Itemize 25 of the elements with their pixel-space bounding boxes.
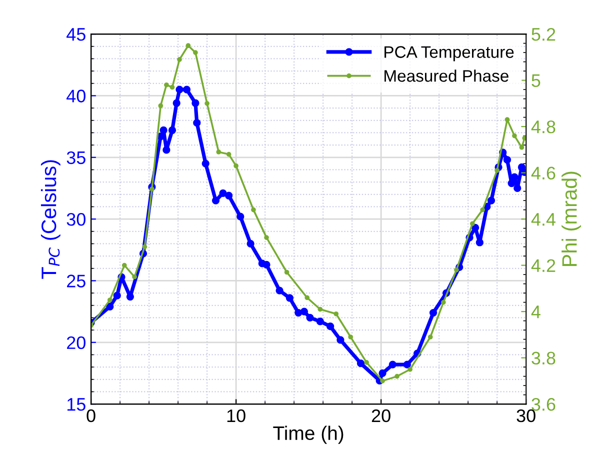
x-tick-label: 20: [372, 409, 390, 422]
y-tick-label: 45: [66, 28, 86, 41]
y2-tick-label: 5: [532, 74, 540, 88]
x-axis-title: Time (h): [273, 426, 344, 444]
y2-tick-label: 4: [531, 306, 540, 318]
y-tick-label: 30: [66, 212, 86, 226]
y-tick-label: 40: [66, 90, 86, 102]
x-tick-label: 10: [227, 409, 246, 422]
y2-tick-label: 4.6: [531, 166, 556, 180]
y2-tick-label: 4.2: [531, 259, 556, 272]
legend-label: PCA Temperature: [384, 46, 514, 62]
y2-tick-label: 4.4: [531, 213, 556, 226]
x-tick-label: 30: [516, 409, 536, 422]
y2-tick-label: 5.2: [532, 28, 556, 41]
y-tick-label: 15: [67, 398, 86, 411]
y-tick-label: 20: [67, 336, 86, 350]
y-tick-label: 35: [66, 151, 86, 164]
legend-label: Measured Phase: [384, 70, 508, 82]
y-tick-label: 25: [67, 274, 86, 288]
y2-tick-label: 4.8: [531, 120, 556, 134]
y2-axis-title: Phi (mrad): [562, 172, 581, 266]
y-axis-title: T$_{PC}$ (Celsius): [40, 160, 60, 279]
x-tick-label: 0: [86, 409, 96, 422]
y2-tick-label: 3.8: [532, 352, 556, 365]
y2-tick-label: 3.6: [532, 398, 556, 411]
